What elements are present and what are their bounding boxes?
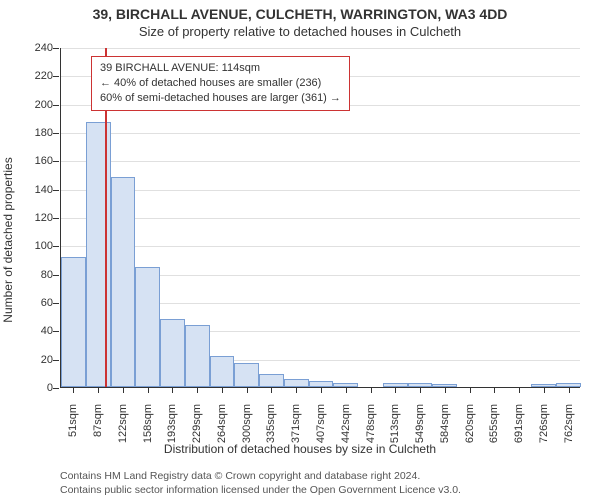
y-tick bbox=[53, 76, 59, 77]
y-tick bbox=[53, 105, 59, 106]
x-tick bbox=[544, 387, 545, 393]
x-tick bbox=[470, 387, 471, 393]
y-tick-label: 160 bbox=[21, 155, 53, 167]
histogram-bar bbox=[210, 356, 235, 387]
chart-container: 39, BIRCHALL AVENUE, CULCHETH, WARRINGTO… bbox=[0, 0, 600, 500]
y-tick-label: 0 bbox=[21, 382, 53, 394]
y-tick-label: 240 bbox=[21, 42, 53, 54]
x-tick bbox=[197, 387, 198, 393]
x-tick bbox=[346, 387, 347, 393]
plot-area: 02040608010012014016018020022024051sqm87… bbox=[60, 48, 580, 388]
y-tick-label: 220 bbox=[21, 70, 53, 82]
x-tick bbox=[222, 387, 223, 393]
x-axis-label: Distribution of detached houses by size … bbox=[0, 442, 600, 456]
x-tick bbox=[321, 387, 322, 393]
gridline bbox=[61, 246, 580, 247]
x-tick bbox=[395, 387, 396, 393]
histogram-bar bbox=[61, 257, 86, 387]
y-tick-label: 100 bbox=[21, 240, 53, 252]
x-tick bbox=[148, 387, 149, 393]
y-tick bbox=[53, 218, 59, 219]
x-tick bbox=[494, 387, 495, 393]
x-tick bbox=[98, 387, 99, 393]
y-tick bbox=[53, 388, 59, 389]
annotation-line3: 60% of semi-detached houses are larger (… bbox=[100, 91, 341, 106]
x-tick bbox=[123, 387, 124, 393]
histogram-bar bbox=[185, 325, 210, 387]
y-tick-label: 80 bbox=[21, 269, 53, 281]
annotation-line1: 39 BIRCHALL AVENUE: 114sqm bbox=[100, 61, 341, 76]
gridline bbox=[61, 190, 580, 191]
y-tick-label: 140 bbox=[21, 184, 53, 196]
x-tick bbox=[519, 387, 520, 393]
histogram-bar bbox=[284, 379, 309, 388]
y-tick bbox=[53, 133, 59, 134]
x-tick bbox=[445, 387, 446, 393]
x-tick bbox=[420, 387, 421, 393]
gridline bbox=[61, 48, 580, 49]
y-tick bbox=[53, 303, 59, 304]
y-tick bbox=[53, 246, 59, 247]
y-tick bbox=[53, 275, 59, 276]
x-tick bbox=[73, 387, 74, 393]
y-tick-label: 60 bbox=[21, 297, 53, 309]
y-tick-label: 40 bbox=[21, 325, 53, 337]
gridline bbox=[61, 161, 580, 162]
x-tick bbox=[371, 387, 372, 393]
y-tick-label: 20 bbox=[21, 354, 53, 366]
y-tick bbox=[53, 331, 59, 332]
footnote-line1: Contains HM Land Registry data © Crown c… bbox=[60, 470, 420, 482]
footnote-line2: Contains public sector information licen… bbox=[60, 484, 461, 496]
x-tick bbox=[247, 387, 248, 393]
y-tick bbox=[53, 360, 59, 361]
y-axis-label: Number of detached properties bbox=[1, 157, 15, 322]
chart-title-line2: Size of property relative to detached ho… bbox=[0, 24, 600, 39]
y-tick-label: 120 bbox=[21, 212, 53, 224]
histogram-bar bbox=[135, 267, 160, 387]
y-tick bbox=[53, 161, 59, 162]
histogram-bar bbox=[111, 177, 136, 387]
y-tick bbox=[53, 190, 59, 191]
histogram-bar bbox=[234, 363, 259, 387]
gridline bbox=[61, 218, 580, 219]
x-tick bbox=[296, 387, 297, 393]
x-tick bbox=[172, 387, 173, 393]
histogram-bar bbox=[259, 374, 284, 387]
annotation-box: 39 BIRCHALL AVENUE: 114sqm ← 40% of deta… bbox=[91, 56, 350, 111]
x-tick bbox=[569, 387, 570, 393]
annotation-line2: ← 40% of detached houses are smaller (23… bbox=[100, 76, 341, 91]
y-tick-label: 180 bbox=[21, 127, 53, 139]
gridline bbox=[61, 133, 580, 134]
y-tick bbox=[53, 48, 59, 49]
x-tick bbox=[271, 387, 272, 393]
chart-title-line1: 39, BIRCHALL AVENUE, CULCHETH, WARRINGTO… bbox=[0, 6, 600, 22]
y-tick-label: 200 bbox=[21, 99, 53, 111]
histogram-bar bbox=[160, 319, 185, 387]
